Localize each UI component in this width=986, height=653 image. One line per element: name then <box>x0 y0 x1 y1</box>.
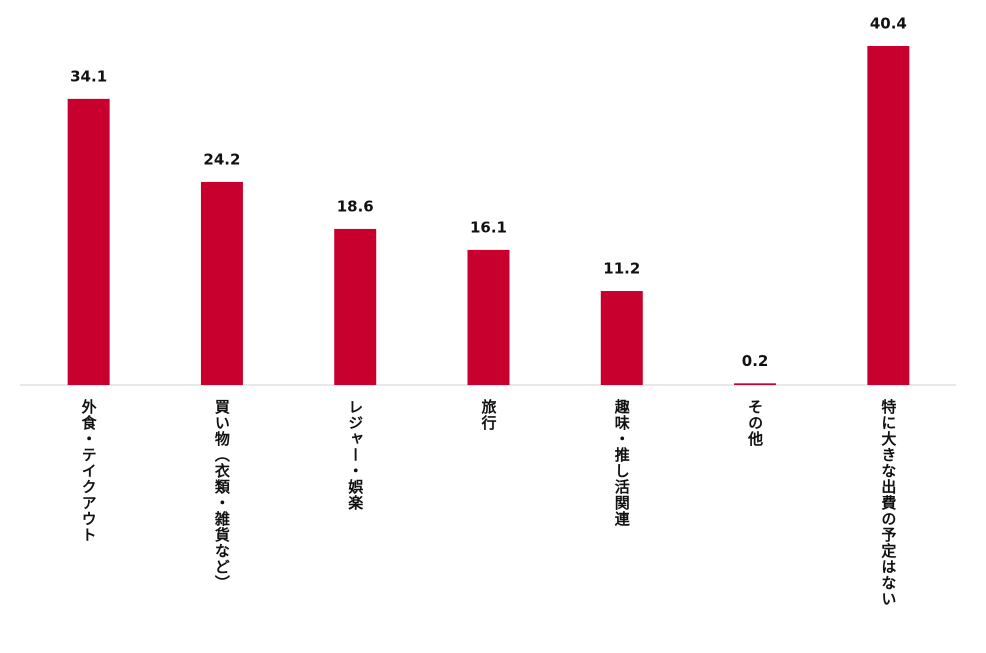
bar <box>867 46 910 385</box>
value-label: 0.2 <box>742 352 769 370</box>
value-label: 18.6 <box>337 197 374 215</box>
x-tick-label: 特に大きな出費の予定はない <box>879 398 897 607</box>
x-tick-label: 買い物（衣類・雑貨など） <box>213 399 231 591</box>
x-tick-label: その他 <box>746 399 764 447</box>
value-label: 11.2 <box>603 260 640 278</box>
bar <box>334 228 377 385</box>
bar <box>200 181 243 385</box>
bar <box>600 291 643 385</box>
bar <box>734 383 777 385</box>
value-label: 40.4 <box>870 15 907 33</box>
x-tick-label: 旅行 <box>480 398 498 431</box>
x-tick-label: 外食・テイクアウト <box>80 398 98 543</box>
x-tick-label: 趣味・推し活関連 <box>613 398 631 527</box>
x-tick-label: レジャー・娯楽 <box>346 399 364 511</box>
bar <box>467 249 510 385</box>
value-label: 16.1 <box>470 218 507 236</box>
bar <box>67 98 110 385</box>
value-label: 24.2 <box>203 150 240 168</box>
value-label: 34.1 <box>70 67 107 85</box>
